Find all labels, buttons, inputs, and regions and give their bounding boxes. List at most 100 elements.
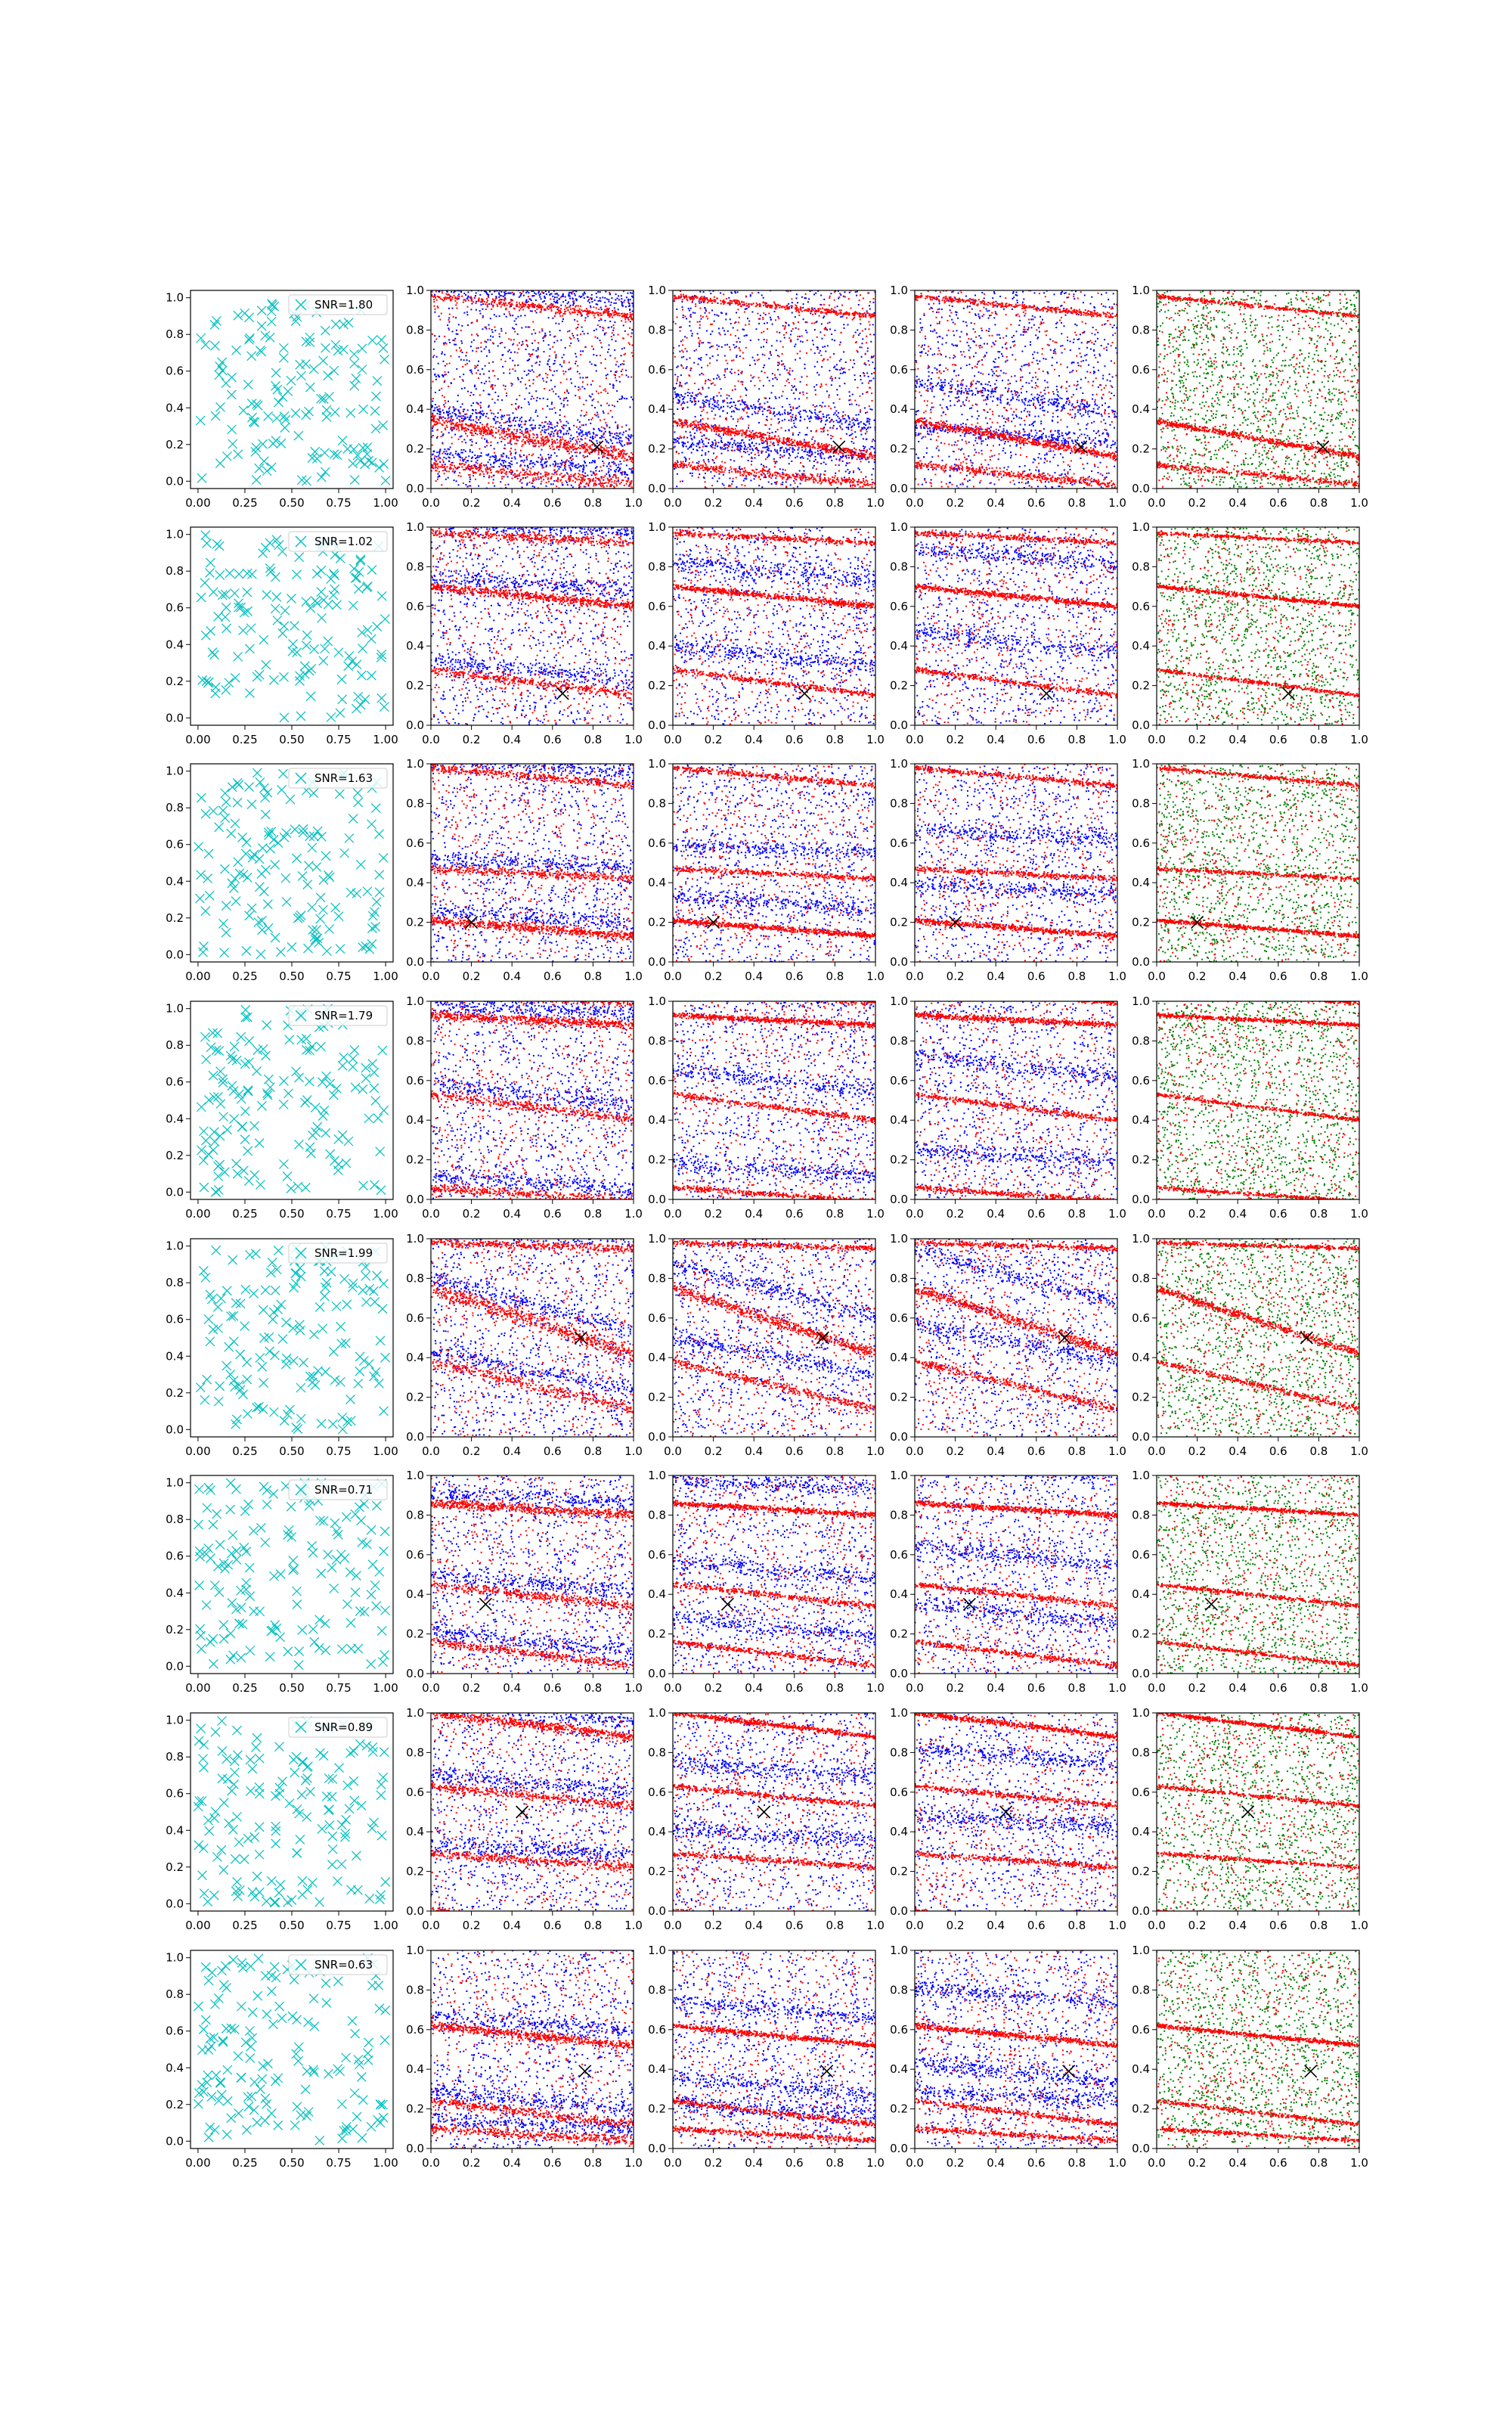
data-point bbox=[498, 430, 500, 431]
data-point bbox=[535, 390, 537, 392]
data-point bbox=[627, 479, 629, 481]
data-point bbox=[564, 392, 565, 393]
data-point bbox=[733, 442, 735, 444]
data-point bbox=[553, 299, 555, 300]
data-point bbox=[605, 388, 606, 389]
data-point bbox=[771, 345, 773, 346]
data-point bbox=[516, 470, 518, 471]
data-point bbox=[607, 478, 609, 479]
data-point bbox=[471, 299, 472, 301]
data-point bbox=[616, 485, 618, 486]
data-point bbox=[714, 439, 716, 441]
data-point bbox=[699, 346, 700, 347]
data-point bbox=[689, 358, 691, 359]
data-point bbox=[442, 292, 443, 293]
data-point bbox=[631, 470, 633, 472]
data-point bbox=[490, 340, 491, 341]
data-point bbox=[578, 434, 580, 436]
data-point bbox=[587, 433, 588, 435]
data-point bbox=[578, 476, 579, 477]
data-point bbox=[604, 297, 606, 299]
data-point bbox=[460, 436, 461, 438]
data-point bbox=[569, 312, 571, 313]
data-point bbox=[543, 442, 544, 443]
data-point bbox=[526, 344, 528, 346]
data-point bbox=[679, 351, 680, 352]
data-point bbox=[463, 460, 464, 461]
data-point bbox=[627, 301, 629, 302]
data-point bbox=[497, 442, 498, 444]
data-point bbox=[588, 452, 590, 454]
data-point bbox=[776, 379, 778, 380]
data-point bbox=[570, 309, 572, 310]
data-point bbox=[804, 368, 806, 369]
data-point bbox=[538, 461, 539, 463]
data-point bbox=[702, 342, 704, 343]
data-point bbox=[571, 474, 572, 476]
data-point bbox=[581, 480, 582, 482]
data-point bbox=[466, 298, 468, 299]
data-point bbox=[522, 478, 524, 479]
data-point bbox=[521, 327, 522, 329]
data-point bbox=[764, 365, 765, 366]
data-point bbox=[470, 370, 472, 371]
data-point bbox=[751, 461, 752, 462]
data-point bbox=[730, 416, 732, 417]
data-point bbox=[680, 374, 682, 376]
data-point bbox=[686, 368, 687, 369]
data-point bbox=[572, 446, 574, 448]
data-point bbox=[556, 425, 558, 427]
data-point bbox=[600, 445, 602, 447]
data-point bbox=[431, 291, 432, 293]
data-point bbox=[621, 313, 622, 315]
data-point bbox=[471, 303, 472, 305]
data-point bbox=[546, 381, 547, 383]
x-tick-label: 1.00 bbox=[373, 496, 398, 510]
data-point bbox=[489, 352, 491, 353]
data-point bbox=[520, 315, 522, 317]
data-point bbox=[581, 445, 582, 447]
data-point bbox=[723, 474, 724, 476]
data-point bbox=[565, 299, 566, 301]
data-point bbox=[615, 364, 617, 365]
data-point bbox=[512, 471, 513, 473]
data-point bbox=[493, 456, 494, 458]
data-point bbox=[538, 292, 539, 293]
data-point bbox=[731, 373, 733, 374]
data-point bbox=[800, 417, 801, 418]
data-point bbox=[487, 472, 488, 473]
data-point bbox=[478, 419, 479, 420]
data-point bbox=[604, 312, 606, 313]
data-point bbox=[701, 455, 702, 456]
data-point bbox=[866, 439, 867, 440]
data-point bbox=[518, 406, 519, 408]
data-point bbox=[581, 466, 582, 467]
data-point bbox=[837, 369, 838, 371]
data-point bbox=[546, 293, 547, 295]
data-point bbox=[519, 302, 520, 304]
data-point bbox=[504, 445, 506, 446]
data-point bbox=[469, 361, 470, 362]
data-point bbox=[579, 452, 581, 454]
data-point bbox=[543, 292, 544, 293]
data-point bbox=[589, 448, 590, 450]
data-point bbox=[497, 417, 498, 418]
data-point bbox=[445, 464, 446, 465]
data-point bbox=[532, 482, 534, 484]
data-point bbox=[432, 435, 434, 436]
data-point bbox=[548, 317, 550, 318]
data-point bbox=[525, 477, 526, 479]
data-point bbox=[782, 325, 784, 327]
data-point bbox=[872, 409, 873, 411]
data-point bbox=[557, 436, 559, 437]
data-point bbox=[609, 405, 610, 406]
data-point bbox=[482, 424, 483, 426]
data-point bbox=[833, 402, 835, 404]
data-point bbox=[529, 470, 531, 472]
data-point bbox=[513, 412, 514, 414]
plot-area bbox=[196, 299, 390, 486]
data-point bbox=[686, 366, 688, 368]
data-point bbox=[546, 442, 547, 443]
data-point bbox=[704, 401, 705, 402]
data-point bbox=[453, 419, 454, 420]
